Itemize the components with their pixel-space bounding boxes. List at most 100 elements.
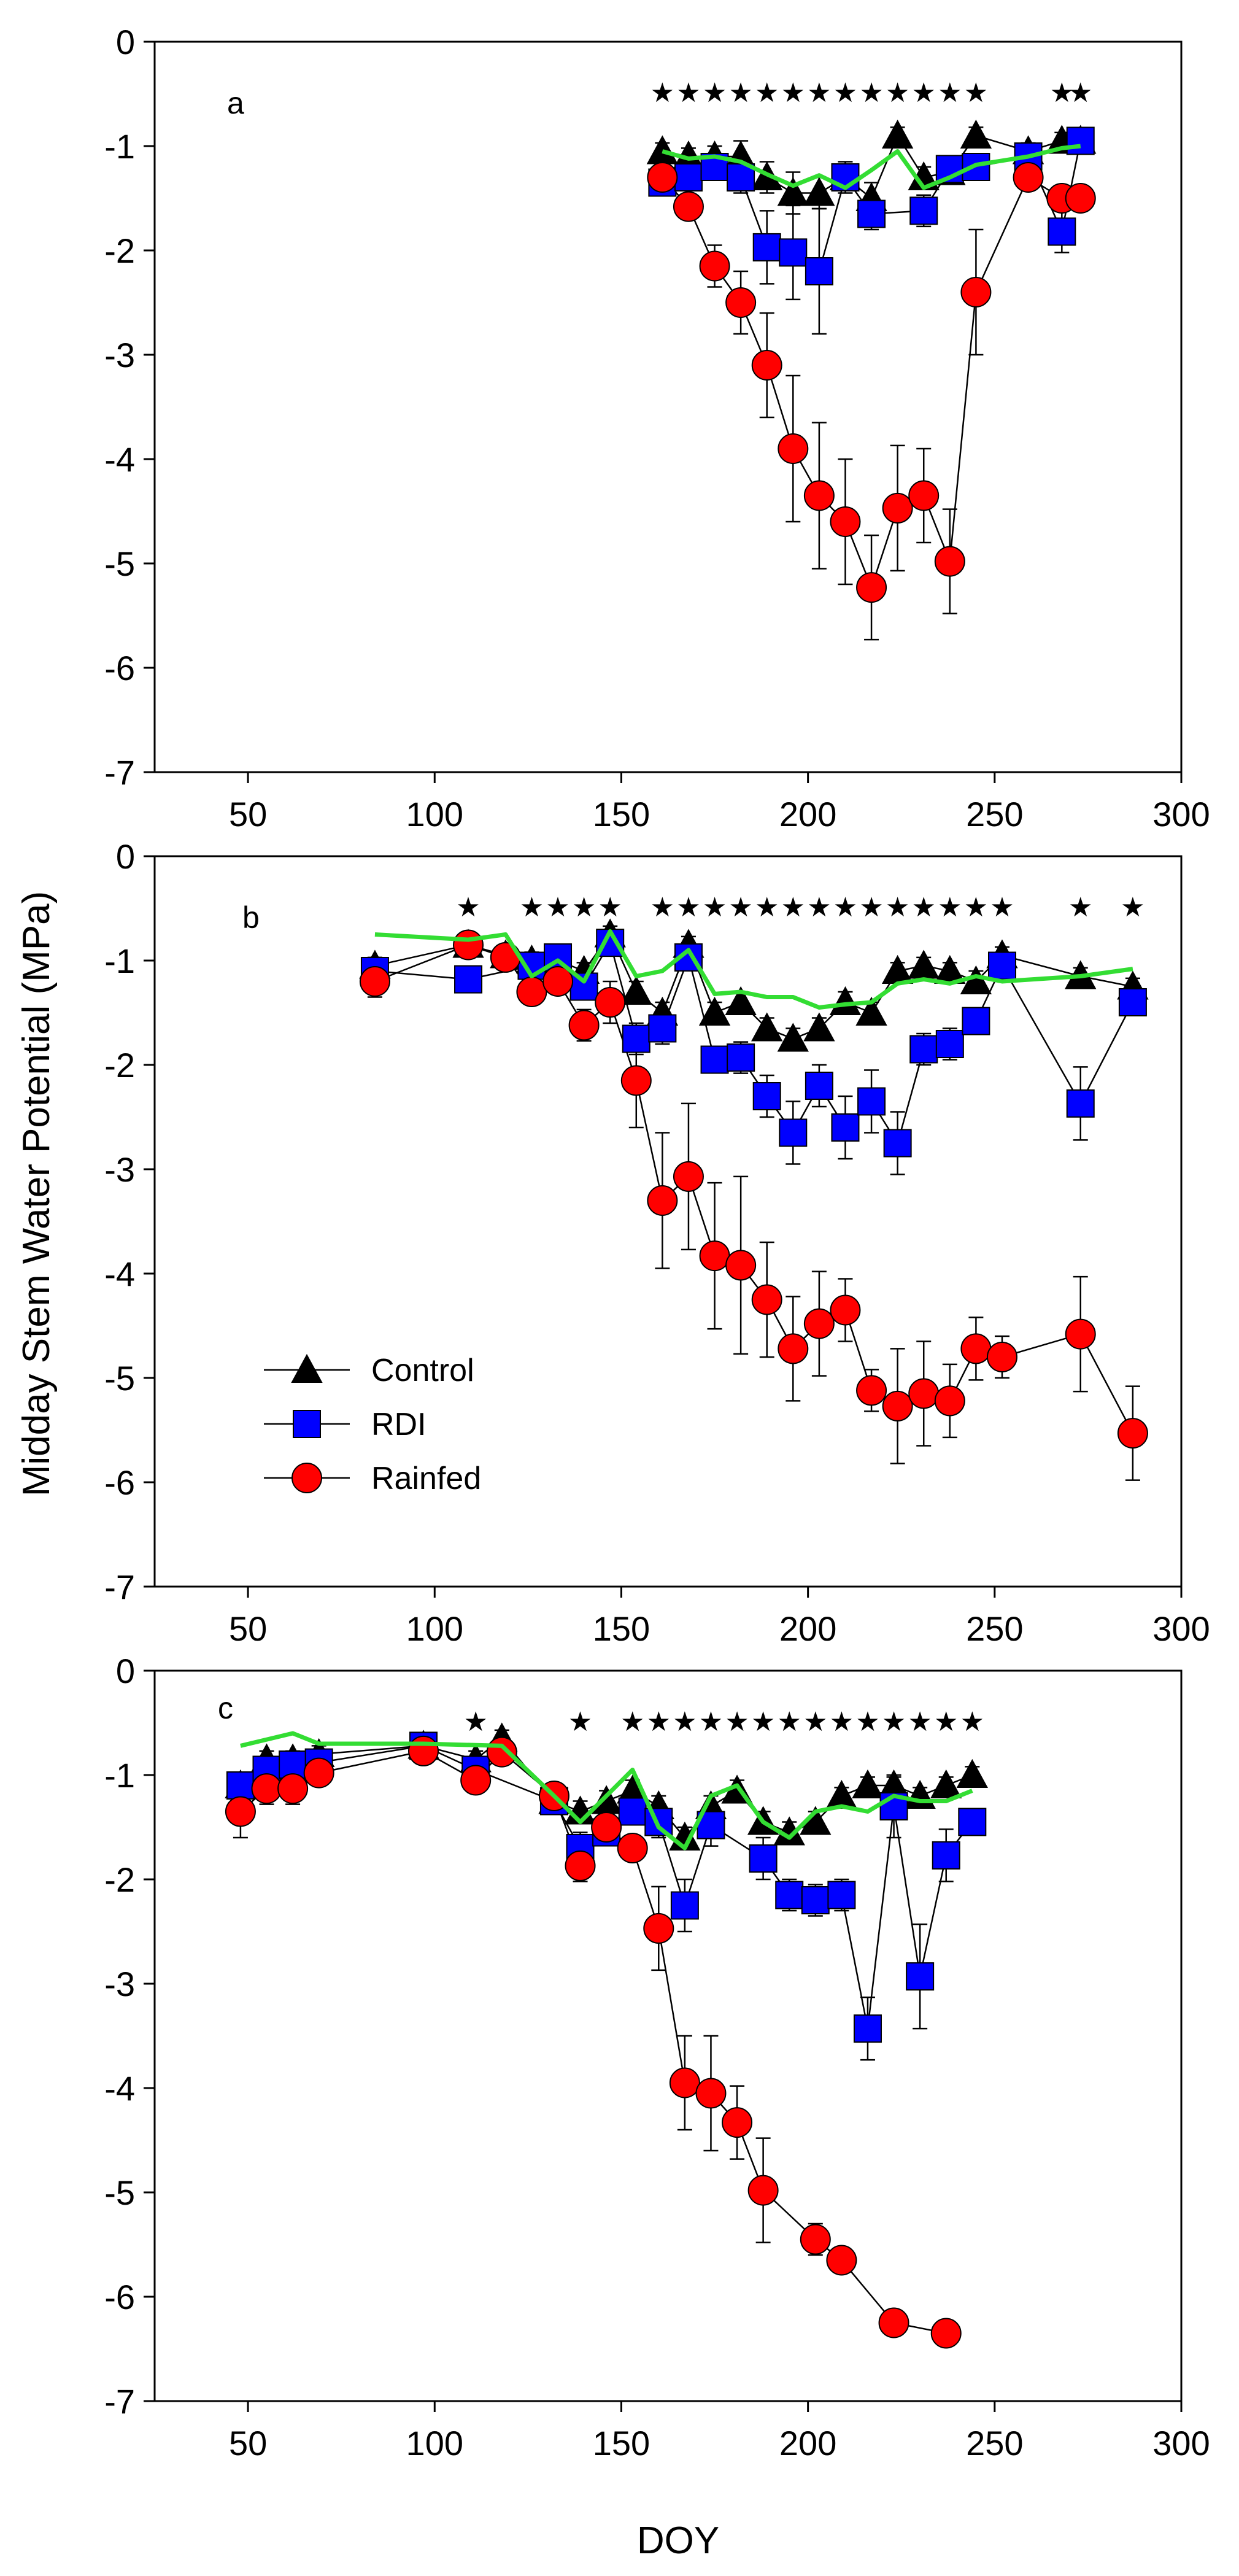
significance-star: ★ (1068, 77, 1092, 109)
series-line-rainfed (662, 176, 1081, 590)
marker-rdi (909, 1035, 938, 1064)
panel-label: c (218, 1691, 233, 1725)
marker-rainfed (673, 1161, 704, 1192)
y-tick-label: -2 (104, 231, 135, 270)
marker-rainfed (1117, 1418, 1148, 1449)
marker-control (960, 119, 992, 149)
significance-star: ★ (960, 1706, 984, 1738)
significance-star: ★ (990, 892, 1014, 923)
marker-rdi (752, 233, 781, 261)
y-axis-title: Midday Stem Water Potential (MPa) (15, 891, 58, 1497)
significance-star: ★ (647, 1706, 671, 1738)
significance-star: ★ (859, 77, 883, 109)
significance-star: ★ (934, 1706, 958, 1738)
marker-rainfed (747, 2175, 779, 2206)
marker-control (751, 1012, 783, 1042)
significance-star: ★ (620, 1706, 644, 1738)
marker-rainfed (930, 2318, 962, 2349)
plot-frame (153, 1669, 1183, 2402)
significance-star: ★ (728, 77, 752, 109)
marker-rainfed (460, 1765, 492, 1796)
marker-rainfed (778, 1333, 809, 1364)
significance-star: ★ (456, 892, 480, 923)
significance-star: ★ (755, 77, 779, 109)
significance-star: ★ (807, 892, 831, 923)
marker-rdi (987, 951, 1016, 980)
marker-rainfed (542, 966, 574, 997)
legend-marker-rdi (293, 1410, 321, 1438)
marker-rainfed (225, 1796, 256, 1827)
significance-star: ★ (755, 892, 779, 923)
marker-rainfed (453, 929, 484, 961)
marker-rainfed (882, 492, 913, 524)
marker-rainfed (882, 1390, 913, 1421)
marker-rainfed (960, 277, 992, 307)
significance-star: ★ (830, 1706, 854, 1738)
significance-star: ★ (572, 892, 596, 923)
marker-rainfed (565, 1850, 596, 1881)
marker-rainfed (486, 1736, 517, 1768)
panel-label: a (227, 86, 244, 120)
marker-rainfed (960, 1333, 992, 1364)
significance-star: ★ (833, 892, 857, 923)
significance-star: ★ (728, 892, 752, 923)
marker-rainfed (568, 1010, 600, 1041)
x-tick-label: 300 (1152, 795, 1210, 834)
marker-rdi (958, 1808, 987, 1836)
y-tick-label: -1 (104, 127, 135, 166)
y-tick-label: -3 (104, 336, 135, 374)
y-tick-label: -4 (104, 2069, 135, 2108)
x-tick-label: 100 (406, 1609, 463, 1648)
marker-control (777, 177, 809, 206)
significance-star: ★ (673, 1706, 697, 1738)
marker-rainfed (830, 1294, 861, 1326)
marker-rdi (670, 1891, 699, 1920)
panel-label: b (242, 900, 260, 935)
marker-rainfed (643, 1913, 674, 1944)
y-tick-label: -7 (104, 753, 135, 792)
significance-star: ★ (777, 1706, 801, 1738)
marker-rdi (648, 1014, 677, 1043)
significance-star: ★ (855, 1706, 879, 1738)
marker-rainfed (751, 1284, 782, 1315)
significance-star: ★ (807, 77, 831, 109)
marker-rainfed (617, 1833, 648, 1863)
y-tick-label: -4 (104, 440, 135, 479)
significance-star: ★ (1050, 77, 1074, 109)
legend-label: Rainfed (371, 1461, 481, 1496)
x-tick-label: 300 (1152, 2424, 1210, 2462)
significance-star: ★ (676, 77, 700, 109)
marker-rainfed (647, 162, 678, 193)
marker-rdi (1048, 217, 1076, 246)
legend-marker-rainfed (291, 1463, 322, 1493)
marker-rainfed (591, 1812, 622, 1843)
significance-star: ★ (908, 1706, 932, 1738)
marker-control (930, 1769, 962, 1798)
marker-rdi (749, 1844, 778, 1873)
marker-rainfed (908, 1378, 940, 1409)
marker-control (777, 1023, 809, 1052)
significance-star: ★ (886, 892, 909, 923)
x-axis-title: DOY (637, 2520, 719, 2562)
marker-control (881, 119, 914, 149)
significance-star: ★ (463, 1706, 487, 1738)
marker-rdi (827, 1881, 856, 1909)
marker-rainfed (359, 966, 390, 997)
y-tick-label: -6 (104, 2278, 135, 2316)
marker-rainfed (878, 2307, 909, 2338)
marker-rainfed (986, 1342, 1017, 1372)
significance-star: ★ (781, 77, 805, 109)
plot-frame (153, 855, 1183, 1588)
marker-rdi (779, 1118, 808, 1147)
legend: Control RDI Rainfed (264, 1353, 481, 1496)
marker-rainfed (800, 2224, 831, 2255)
marker-rdi (779, 238, 808, 267)
marker-control (852, 1769, 884, 1798)
marker-rainfed (669, 2067, 700, 2098)
marker-rainfed (934, 1385, 965, 1417)
marker-rdi (752, 1082, 781, 1110)
x-tick-label: 200 (779, 795, 836, 834)
